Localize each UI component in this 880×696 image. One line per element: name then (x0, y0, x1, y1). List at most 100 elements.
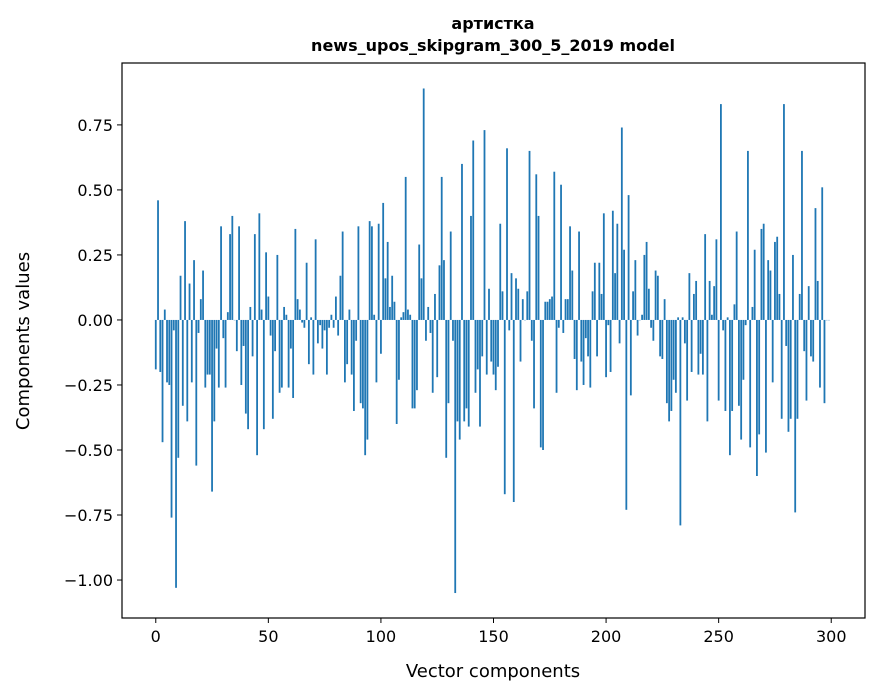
bar-216 (641, 314, 644, 320)
bar-27 (215, 319, 218, 349)
bar-127 (440, 176, 443, 320)
bar-25 (211, 319, 213, 492)
bar-112 (407, 309, 409, 320)
bar-148 (488, 288, 490, 320)
bar-118 (420, 278, 423, 320)
bar-274 (771, 319, 774, 383)
bar-141 (472, 140, 475, 320)
bar-128 (443, 260, 445, 320)
bar-17 (193, 260, 195, 320)
bar-246 (708, 280, 711, 320)
y-tick-label: 0.75 (77, 116, 113, 135)
y-tick-label: −0.75 (64, 506, 113, 525)
bar-188 (578, 231, 580, 320)
bar-58 (285, 314, 288, 320)
x-axis-label: Vector components (406, 661, 580, 682)
bar-192 (587, 319, 589, 357)
bar-105 (391, 275, 394, 320)
bar-11 (179, 275, 182, 320)
bar-140 (470, 215, 472, 320)
bar-297 (823, 319, 826, 404)
bar-40 (244, 319, 247, 414)
bar-57 (283, 306, 286, 320)
bar-109 (400, 317, 403, 320)
bar-182 (564, 299, 567, 320)
bar-296 (821, 187, 824, 320)
bar-193 (589, 319, 592, 388)
bar-156 (506, 148, 508, 320)
bar-94 (366, 319, 369, 440)
bar-54 (276, 254, 279, 320)
bar-190 (582, 319, 585, 385)
bar-14 (186, 319, 189, 422)
bar-286 (798, 293, 801, 320)
bar-222 (654, 270, 657, 320)
bar-143 (476, 319, 479, 370)
bar-124 (434, 293, 436, 320)
bar-75 (323, 319, 326, 331)
bar-89 (355, 319, 358, 341)
bar-20 (199, 299, 202, 320)
bar-111 (404, 176, 407, 320)
bar-180 (560, 184, 562, 320)
bar-272 (767, 260, 770, 320)
bar-144 (479, 319, 481, 427)
bar-88 (353, 319, 355, 411)
y-tick-label: 0.50 (77, 181, 113, 200)
bar-24 (208, 319, 211, 375)
bar-97 (373, 314, 376, 320)
bar-280 (785, 319, 788, 346)
bar-221 (652, 319, 655, 341)
bar-31 (224, 319, 227, 388)
bar-249 (715, 239, 718, 320)
x-tick-label: 150 (478, 627, 509, 646)
bar-113 (409, 314, 412, 320)
bar-251 (720, 104, 722, 320)
x-tick-label: 300 (816, 627, 847, 646)
bar-114 (411, 319, 414, 409)
bar-233 (679, 319, 682, 526)
bar-208 (623, 249, 625, 320)
bar-268 (758, 319, 761, 435)
bar-242 (699, 319, 702, 354)
bar-199 (602, 213, 605, 320)
x-tick-label: 250 (703, 627, 734, 646)
bar-42 (249, 306, 252, 320)
bar-83 (341, 231, 344, 320)
bar-63 (296, 299, 299, 320)
bar-1 (157, 200, 159, 320)
bar-36 (235, 319, 238, 352)
bar-177 (553, 171, 556, 320)
bar-174 (546, 301, 549, 320)
bar-172 (542, 319, 544, 450)
bar-74 (321, 319, 324, 349)
y-tick-label: 0.00 (77, 311, 113, 330)
y-axis: −1.00 −0.75 −0.50 −0.25 0.00 0.25 0.50 0.75 (64, 116, 122, 590)
bar-267 (756, 319, 758, 476)
bar-8 (172, 319, 175, 331)
bar-131 (449, 231, 452, 320)
bar-100 (380, 319, 382, 354)
bar-245 (706, 319, 709, 422)
bar-134 (456, 319, 459, 422)
bar-71 (314, 239, 317, 320)
bar-91 (359, 319, 362, 404)
bar-200 (605, 319, 607, 378)
bar-92 (362, 319, 364, 409)
bar-46 (258, 213, 261, 320)
bar-5 (166, 319, 168, 383)
bar-265 (751, 306, 754, 320)
bar-15 (188, 283, 191, 320)
bar-277 (778, 293, 781, 320)
bar-237 (688, 273, 691, 320)
bar-273 (769, 270, 772, 320)
bar-178 (555, 319, 558, 393)
bar-175 (548, 299, 551, 320)
bar-165 (526, 291, 529, 320)
bar-171 (539, 319, 542, 448)
bar-135 (458, 319, 461, 440)
bar-259 (738, 319, 740, 406)
bar-39 (242, 319, 245, 346)
bar-260 (740, 319, 743, 440)
bar-132 (452, 319, 454, 341)
